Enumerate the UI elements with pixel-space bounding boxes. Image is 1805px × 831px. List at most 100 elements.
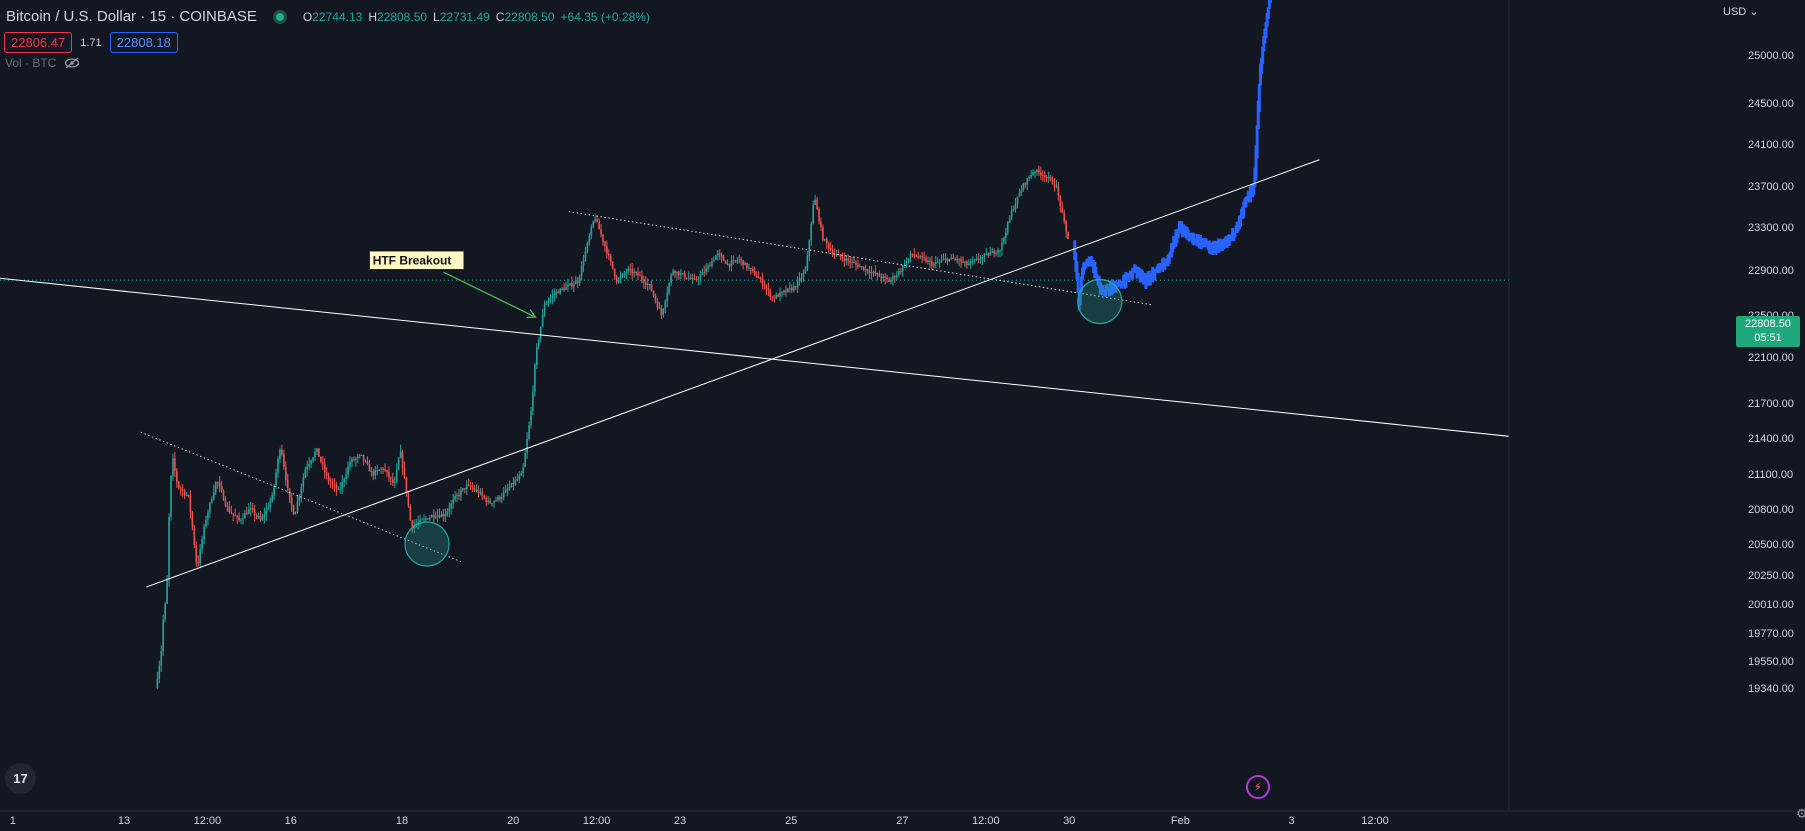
candle-body [1040,172,1042,176]
candle-body [878,273,881,277]
candle-body [699,274,702,280]
hide-eye-icon[interactable] [64,57,80,69]
candle-body [666,292,669,302]
candle-body [812,204,814,224]
candle-body [302,477,305,487]
candle-body [327,475,330,482]
candle-body [574,281,577,285]
symbol-title[interactable]: Bitcoin / U.S. Dollar · 15 · COINBASE [6,8,257,25]
x-tick-label: 1 [10,815,16,827]
candle-body [296,501,299,512]
candle-body [358,454,361,457]
ohlc-readout: O22744.13 H22808.50 L22731.49 C22808.50 … [303,10,650,24]
y-tick-label: 20800.00 [1748,504,1794,516]
candle-body [201,539,203,549]
lightning-icon[interactable]: ⚡ [1246,775,1270,799]
candle-body [259,516,262,520]
x-tick-label: 25 [785,815,797,827]
candle-body [983,254,986,257]
candle-body [230,511,233,514]
candle-body [310,460,312,464]
candle-body [985,253,988,255]
tradingview-logo-icon[interactable]: 17 [5,763,36,794]
candle-body [934,262,937,265]
candle-body [767,288,770,291]
candle-body [746,262,748,268]
candle-body [948,258,951,262]
candle-body [191,512,194,528]
candle-body [822,227,824,241]
chart-header: Bitcoin / U.S. Dollar · 15 · COINBASE O2… [6,8,650,25]
candle-body [177,481,180,488]
candle-body [183,490,186,496]
candle-body [329,481,332,483]
y-tick-label: 24100.00 [1748,139,1794,151]
candle-body [740,258,742,261]
candle-body [1018,193,1021,197]
candle-body [888,279,890,282]
candle-body [246,513,248,515]
sell-button[interactable]: 22806.47 [4,32,73,53]
candle-body [432,515,435,518]
annotation-arrow [443,271,536,318]
candle-body [251,508,254,510]
candle-body [425,518,427,520]
candle-body [281,449,283,455]
buy-button[interactable]: 22808.18 [109,32,178,53]
candle-body [678,271,680,276]
candle-body [627,268,630,273]
candle-body [528,425,530,440]
candle-body [1032,172,1034,176]
candle-body [335,485,338,490]
candle-body [946,258,949,262]
candle-body [917,256,920,258]
candle-body [1036,169,1038,173]
candle-body [444,514,447,517]
candle-body [952,257,955,259]
candle-body [411,520,414,529]
candle-body [808,240,811,256]
candle-body [222,491,225,501]
candle-body [462,488,464,491]
candle-body [265,508,268,515]
candle-body [162,619,164,652]
candle-body [1005,232,1007,238]
candle-body [1034,172,1036,174]
candle-body [187,494,190,496]
market-status-icon[interactable] [272,9,287,24]
candle-body [989,252,992,256]
candle-body [469,484,472,488]
candle-body [646,284,649,286]
candle-body [892,276,894,280]
candle-body [794,286,797,288]
low-value: 22731.49 [439,9,490,24]
candle-body [341,481,344,489]
candle-body [473,488,476,491]
candle-body [652,291,655,296]
currency-selector[interactable]: USD ⌄ [1723,5,1759,18]
candle-body [520,473,523,476]
candle-body [209,502,211,513]
y-tick-label: 19550.00 [1748,656,1794,668]
candle-body [703,272,705,274]
candle-body [705,268,707,273]
candles-group [156,165,1069,689]
candle-body [1055,185,1058,187]
candle-body [216,482,219,484]
gear-icon[interactable]: ⚙ [1796,806,1805,821]
candle-body [501,496,503,500]
candle-body [403,468,406,477]
candle-body [156,678,159,688]
candle-body [818,208,820,222]
candle-body [368,464,371,472]
candle-body [936,262,939,264]
candle-body [483,495,486,498]
candle-body [689,278,692,280]
candle-body [382,468,384,470]
volume-indicator[interactable]: Vol · BTC [5,56,80,70]
candle-body [290,497,293,506]
candle-body [724,260,727,265]
candle-body [1051,179,1054,185]
candle-body [244,513,246,519]
